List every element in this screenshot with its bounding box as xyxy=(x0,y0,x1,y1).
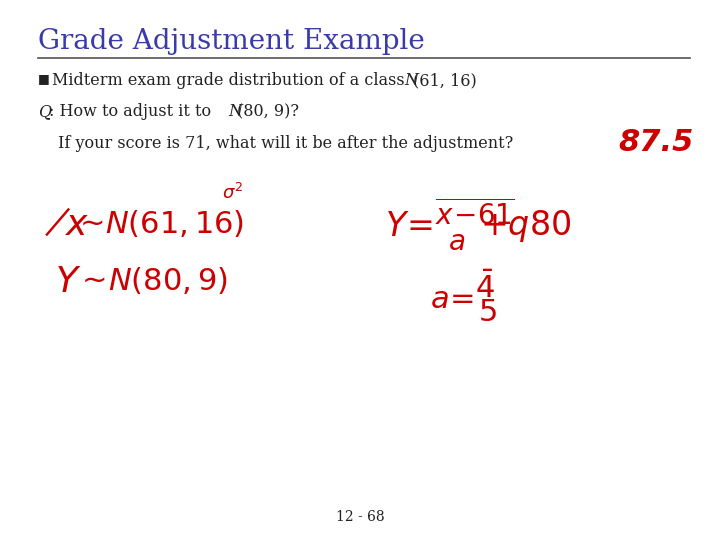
Text: $\not\!x$: $\not\!x$ xyxy=(45,208,89,242)
Text: (61, 16): (61, 16) xyxy=(413,72,477,89)
Text: 12 - 68: 12 - 68 xyxy=(336,510,384,524)
Text: $a$: $a$ xyxy=(448,228,465,256)
Text: 87.5: 87.5 xyxy=(618,128,693,157)
Text: $5$: $5$ xyxy=(478,298,497,327)
Text: ■: ■ xyxy=(38,72,50,85)
Text: $\overline{x\!-\!61}$: $\overline{x\!-\!61}$ xyxy=(435,200,515,232)
Text: ~: ~ xyxy=(80,210,106,239)
Text: $Y\!=\!$: $Y\!=\!$ xyxy=(385,210,433,243)
Text: (80, 9)?: (80, 9)? xyxy=(237,103,299,120)
Text: Grade Adjustment Example: Grade Adjustment Example xyxy=(38,28,425,55)
Text: $\sigma^2$: $\sigma^2$ xyxy=(222,183,243,203)
Text: N: N xyxy=(404,72,418,89)
Text: Midterm exam grade distribution of a class: Midterm exam grade distribution of a cla… xyxy=(52,72,410,89)
Text: $\bar{4}$: $\bar{4}$ xyxy=(475,272,495,304)
Text: Q: Q xyxy=(38,103,51,120)
Text: ~: ~ xyxy=(82,267,107,296)
Text: $N(61,16)$: $N(61,16)$ xyxy=(105,208,244,239)
Text: $N(80, 9)$: $N(80, 9)$ xyxy=(108,265,228,296)
Text: N: N xyxy=(228,103,242,120)
Text: $a\!=\!$: $a\!=\!$ xyxy=(430,285,474,314)
Text: If your score is 71, what will it be after the adjustment?: If your score is 71, what will it be aft… xyxy=(58,135,513,152)
Text: $Y$: $Y$ xyxy=(55,265,81,299)
Text: : How to adjust it to: : How to adjust it to xyxy=(49,103,216,120)
Text: $+q80$: $+q80$ xyxy=(480,208,572,244)
